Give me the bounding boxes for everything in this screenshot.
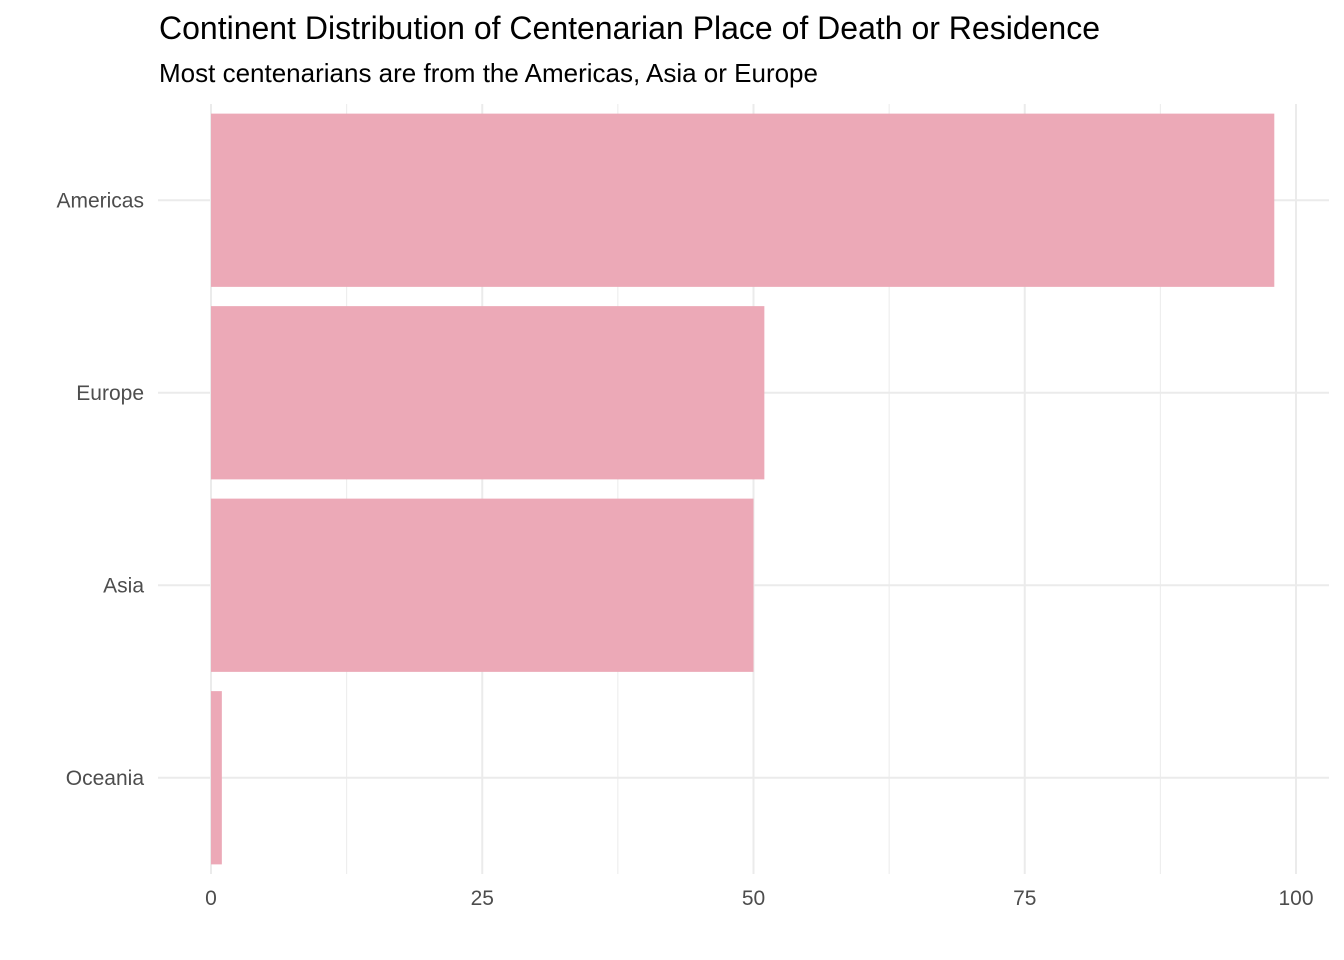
bars xyxy=(211,113,1275,865)
y-tick-label: Oceania xyxy=(66,767,145,790)
chart-title: Continent Distribution of Centenarian Pl… xyxy=(159,10,1100,46)
bar-oceania xyxy=(211,691,222,865)
y-axis-tick-labels: Americas Europe Asia Oceania xyxy=(56,189,144,790)
y-tick-label: Asia xyxy=(103,574,144,597)
bar-asia xyxy=(211,498,754,672)
x-tick-label: 25 xyxy=(471,887,494,910)
bar-europe xyxy=(211,306,765,480)
chart-subtitle: Most centenarians are from the Americas,… xyxy=(159,58,818,88)
x-axis-tick-labels: 0 25 50 75 100 xyxy=(205,887,1313,910)
x-tick-label: 50 xyxy=(742,887,765,910)
bar-americas xyxy=(211,113,1275,287)
x-tick-label: 75 xyxy=(1013,887,1036,910)
y-tick-label: Europe xyxy=(76,382,144,405)
y-tick-label: Americas xyxy=(56,189,144,212)
x-tick-label: 0 xyxy=(205,887,217,910)
x-tick-label: 100 xyxy=(1278,887,1313,910)
